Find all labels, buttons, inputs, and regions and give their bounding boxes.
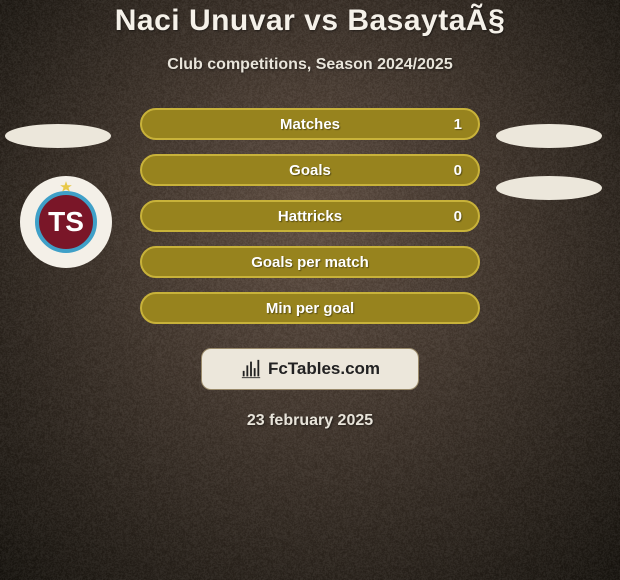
star-icon bbox=[59, 180, 73, 199]
side-ellipse-1 bbox=[496, 124, 602, 148]
side-ellipse-2 bbox=[496, 176, 602, 200]
date-text: 23 february 2025 bbox=[0, 412, 620, 430]
team-logo-circle: TS bbox=[20, 176, 112, 268]
stat-bar-goals-per-match: Goals per match bbox=[140, 246, 480, 278]
bar-chart-icon bbox=[240, 358, 262, 380]
stat-label: Goals per match bbox=[251, 254, 369, 271]
stat-bar-matches: Matches 1 bbox=[140, 108, 480, 140]
stat-bar-goals: Goals 0 bbox=[140, 154, 480, 186]
side-ellipse-0 bbox=[5, 124, 111, 148]
stat-value: 0 bbox=[454, 208, 462, 225]
subtitle: Club competitions, Season 2024/2025 bbox=[0, 56, 620, 74]
stat-label: Min per goal bbox=[266, 300, 354, 317]
stat-bar-hattricks: Hattricks 0 bbox=[140, 200, 480, 232]
stat-label: Goals bbox=[289, 162, 331, 179]
stat-value: 0 bbox=[454, 162, 462, 179]
branding-text: FcTables.com bbox=[268, 359, 380, 379]
page-title: Naci Unuvar vs BasaytaÃ§ bbox=[0, 0, 620, 38]
team-badge-text: TS bbox=[48, 206, 84, 238]
team-badge: TS bbox=[35, 191, 97, 253]
stat-value: 1 bbox=[454, 116, 462, 133]
stat-label: Hattricks bbox=[278, 208, 342, 225]
infographic-root: Naci Unuvar vs BasaytaÃ§ Club competitio… bbox=[0, 0, 620, 580]
stat-label: Matches bbox=[280, 116, 340, 133]
stat-bar-min-per-goal: Min per goal bbox=[140, 292, 480, 324]
branding-box: FcTables.com bbox=[201, 348, 419, 390]
